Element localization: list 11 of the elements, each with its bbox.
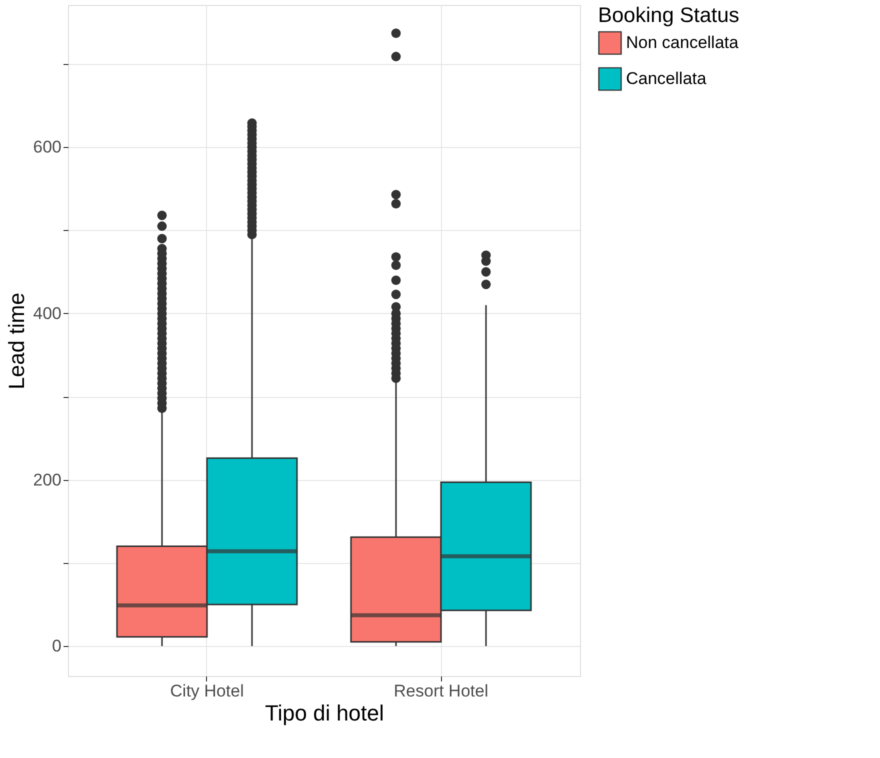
y-tick-label: 0 <box>52 636 62 656</box>
y-tick-label: 600 <box>33 138 62 157</box>
x-tick-label: City Hotel <box>170 682 244 700</box>
legend-title: Booking Status <box>598 4 740 27</box>
legend-label: Cancellata <box>626 69 707 88</box>
y-axis-title: Lead time <box>4 292 30 390</box>
y-tick-label: 200 <box>33 470 62 490</box>
y-tick-label: 400 <box>33 304 62 323</box>
legend-label: Non cancellata <box>626 33 740 52</box>
x-tick-label: Resort Hotel <box>394 682 488 700</box>
x-axis-title: Tipo di hotel <box>264 700 384 726</box>
